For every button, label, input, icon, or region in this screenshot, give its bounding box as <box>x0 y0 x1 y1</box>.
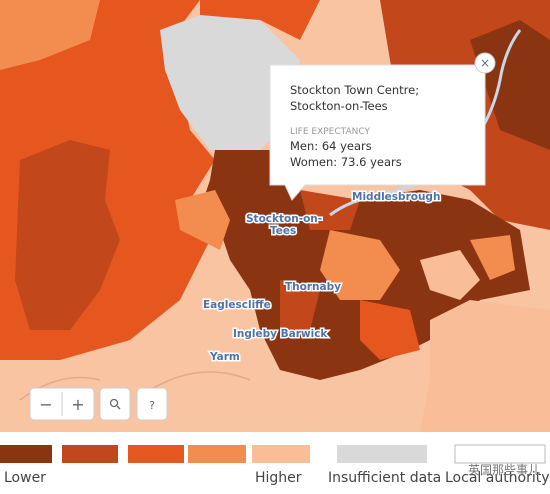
place-label: Thornaby <box>285 281 341 293</box>
tooltip-line: Men: 64 years <box>290 139 372 153</box>
search-icon <box>116 405 121 410</box>
place-label: Tees <box>270 225 296 237</box>
legend-label: Insufficient data <box>328 470 441 486</box>
legend-label: Higher <box>255 470 302 486</box>
legend-swatch <box>252 445 310 463</box>
place-label: Eaglescliffe <box>203 299 271 311</box>
region <box>0 0 100 70</box>
help-button[interactable] <box>136 387 168 421</box>
legend-swatch <box>0 445 52 463</box>
watermark: 英国那些事儿 <box>468 463 540 477</box>
place-label: Stockton-on- <box>246 213 322 225</box>
region <box>280 280 320 330</box>
region <box>470 235 515 280</box>
legend-swatch <box>128 445 184 463</box>
region-no-data <box>160 15 300 150</box>
zoom-out[interactable]: − <box>39 395 52 414</box>
region <box>420 300 550 432</box>
region <box>320 230 400 300</box>
place-label: Yarm <box>209 351 240 363</box>
legend-swatch <box>454 444 546 464</box>
legend-swatch <box>188 445 246 463</box>
region <box>470 20 550 150</box>
controls: − + ? <box>29 387 168 421</box>
place-label: Ingleby Barwick <box>233 328 328 340</box>
place-label: Middlesbrough <box>352 191 440 203</box>
legend-label: Local authority <box>445 470 550 486</box>
region <box>175 190 230 250</box>
tooltip-box <box>269 64 486 201</box>
help-icon[interactable]: ? <box>149 399 155 412</box>
legend-swatch <box>62 445 118 463</box>
region <box>300 190 360 230</box>
zoom-in[interactable]: + <box>71 395 84 414</box>
close-icon[interactable]: × <box>480 56 490 70</box>
region <box>15 140 120 330</box>
tooltip-section: LIFE EXPECTANCY <box>290 127 370 137</box>
legend-swatch <box>337 445 427 463</box>
close-button[interactable] <box>474 52 496 74</box>
boundary <box>19 371 251 401</box>
tooltip: Stockton Town Centre; Stockton-on-Tees L… <box>269 52 496 201</box>
region <box>360 300 420 360</box>
tooltip-title: Stockton-on-Tees <box>290 99 388 113</box>
region <box>420 250 480 300</box>
tooltip-line: Women: 73.6 years <box>290 155 402 169</box>
search-button[interactable] <box>99 387 131 421</box>
region <box>200 0 320 40</box>
legend: Lower Higher Insufficient data Local author… <box>0 444 550 486</box>
tooltip-title: Stockton Town Centre; <box>290 83 419 97</box>
legend-label: Lower <box>4 470 46 486</box>
search-icon <box>109 398 119 408</box>
